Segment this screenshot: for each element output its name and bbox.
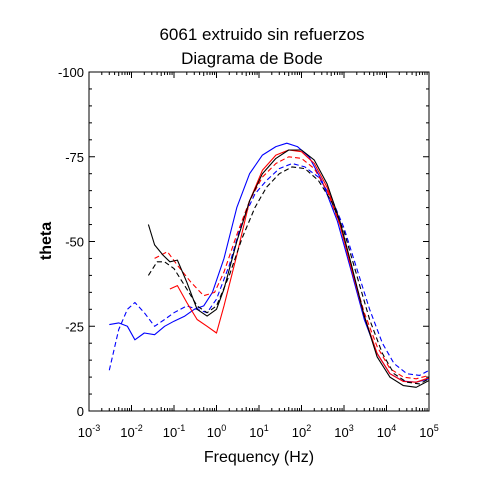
series-line-4	[154, 156, 429, 380]
y-tick-label: -50	[65, 235, 84, 250]
series-layer	[108, 142, 429, 388]
y-tick-label: -75	[65, 150, 84, 165]
y-axis-label: theta	[38, 222, 55, 260]
x-tick-label: 103	[334, 423, 353, 440]
series-line-1	[109, 142, 429, 383]
x-tick-label: 104	[377, 423, 396, 440]
x-tick-label: 10-3	[78, 423, 100, 440]
series-line-6	[147, 166, 429, 385]
chart-subtitle: Diagrama de Bode	[181, 49, 323, 68]
x-tick-label: 102	[292, 423, 311, 440]
x-axis: 10-3 10-2 10-1 100 101 102 103 104 105	[78, 72, 439, 440]
x-tick-label: 10-2	[120, 423, 142, 440]
x-tick-label: 101	[249, 423, 268, 440]
x-tick-label: 10-1	[163, 423, 185, 440]
x-tick-label: 105	[419, 423, 438, 440]
series-line-5	[147, 149, 429, 388]
series-line-3	[169, 149, 429, 383]
x-axis-label: Frequency (Hz)	[204, 449, 314, 466]
y-tick-label: -100	[58, 65, 84, 80]
y-axis: 0 -25 -50 -75 -100	[58, 65, 429, 419]
x-tick-label: 100	[207, 423, 226, 440]
y-tick-label: -25	[65, 319, 84, 334]
plot-frame	[88, 71, 430, 412]
series-line-2	[108, 162, 429, 376]
y-tick-label: 0	[77, 404, 84, 419]
chart-title: 6061 extruido sin refuerzos	[159, 25, 364, 44]
